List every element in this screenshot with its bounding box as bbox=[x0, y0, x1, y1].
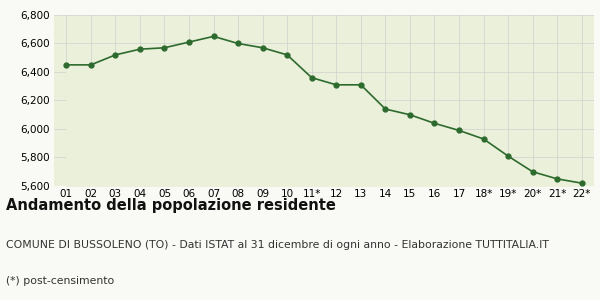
Text: (*) post-censimento: (*) post-censimento bbox=[6, 276, 114, 286]
Text: Andamento della popolazione residente: Andamento della popolazione residente bbox=[6, 198, 336, 213]
Text: COMUNE DI BUSSOLENO (TO) - Dati ISTAT al 31 dicembre di ogni anno - Elaborazione: COMUNE DI BUSSOLENO (TO) - Dati ISTAT al… bbox=[6, 240, 549, 250]
